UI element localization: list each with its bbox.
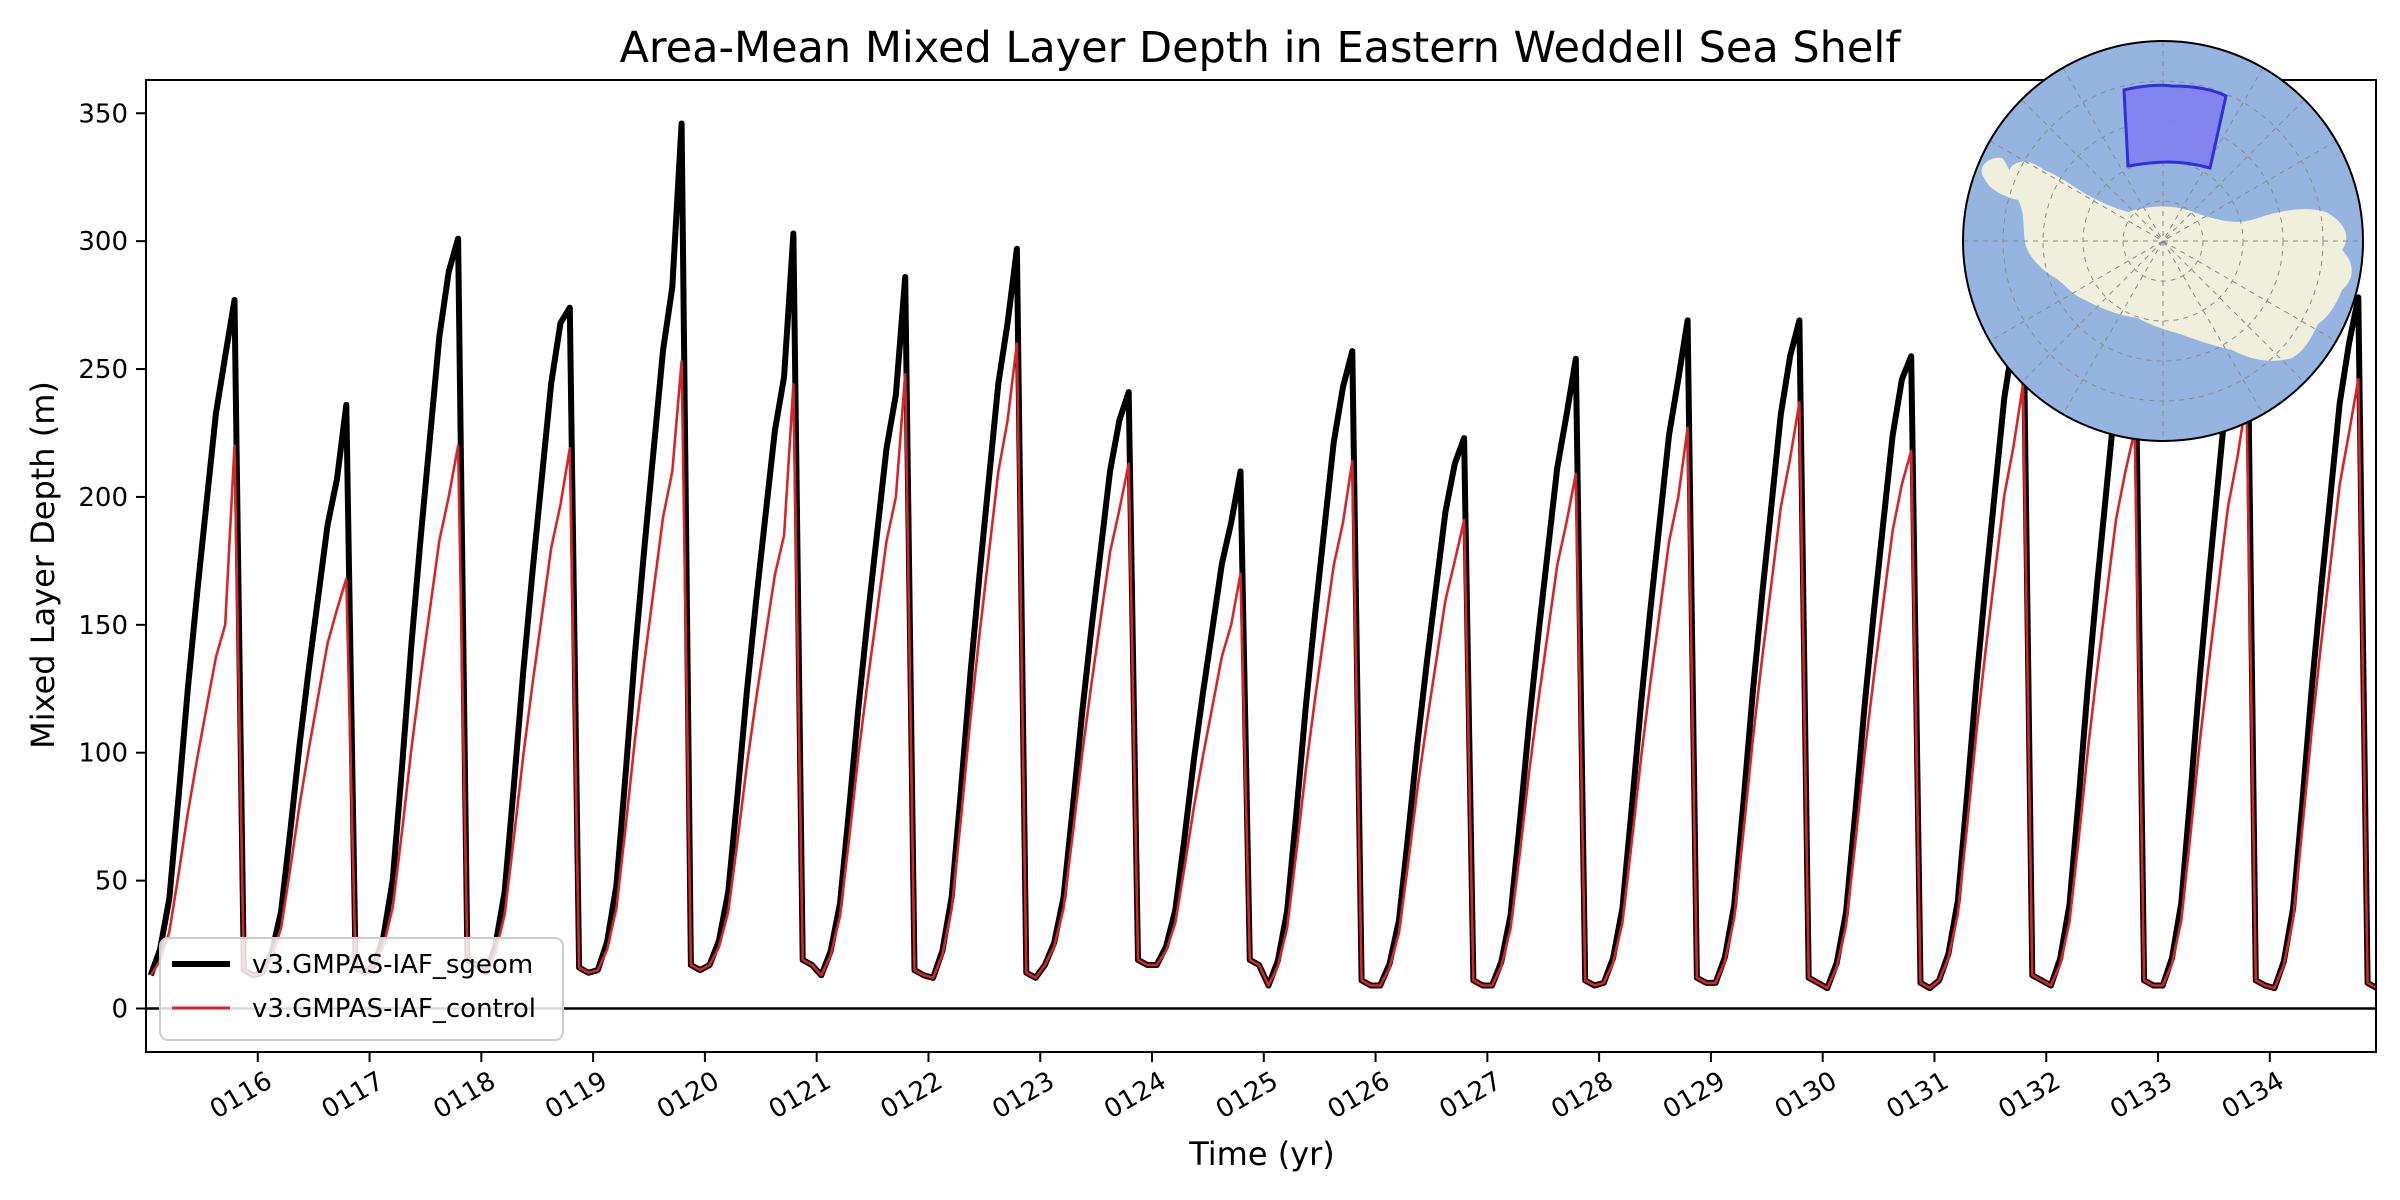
antarctic-peninsula: [1981, 157, 2018, 200]
x-tick-label: 0119: [540, 1066, 612, 1125]
y-axis-label: Mixed Layer Depth (m): [24, 381, 62, 749]
y-tick-label: 200: [78, 483, 128, 513]
y-axis: 0 50 100 150 200 250 300 350: [78, 99, 146, 1025]
y-tick-label: 150: [78, 611, 128, 641]
x-tick-label: 0128: [1546, 1066, 1618, 1125]
x-tick-label: 0131: [1882, 1066, 1954, 1125]
y-tick-label: 300: [78, 227, 128, 257]
plot-area: [145, 79, 2377, 1053]
map-border: [1962, 40, 2364, 442]
x-axis: 0116 0117 0118 0119 0120 0121 0122 0123 0124 0125…: [205, 1052, 2289, 1125]
legend-label-sgeom: v3.GMPAS-IAF_sgeom: [252, 950, 533, 980]
x-tick-label: 0116: [205, 1066, 277, 1125]
legend-label-control: v3.GMPAS-IAF_control: [252, 994, 536, 1024]
antarctica-landmass: [2007, 161, 2352, 361]
x-tick-label: 0120: [652, 1066, 724, 1125]
y-tick-label: 0: [111, 995, 128, 1025]
chart-title: Area-Mean Mixed Layer Depth in Eastern W…: [620, 23, 1902, 73]
x-tick-label: 0132: [1993, 1066, 2065, 1125]
x-tick-label: 0133: [2105, 1066, 2177, 1125]
y-tick-label: 50: [95, 867, 128, 897]
x-tick-label: 0117: [317, 1066, 389, 1125]
weddell-region-highlight: [2122, 83, 2228, 170]
x-tick-label: 0127: [1435, 1066, 1507, 1125]
x-tick-label: 0122: [876, 1066, 948, 1125]
y-tick-label: 350: [78, 99, 128, 129]
x-tick-label: 0123: [987, 1066, 1059, 1125]
x-tick-label: 0124: [1099, 1066, 1171, 1125]
x-axis-label: Time (yr): [1188, 1135, 1335, 1173]
series-line-control: [149, 342, 2376, 990]
plot-frame: [145, 79, 2377, 1053]
y-tick-label: 250: [78, 355, 128, 385]
x-tick-label: 0129: [1658, 1066, 1730, 1125]
legend: v3.GMPAS-IAF_sgeom v3.GMPAS-IAF_control: [159, 937, 564, 1041]
x-tick-label: 0125: [1211, 1066, 1283, 1125]
inset-map-antarctica: [1962, 40, 2364, 442]
x-tick-label: 0118: [429, 1066, 501, 1125]
x-tick-label: 0134: [2217, 1066, 2289, 1125]
map-gridlines: [1963, 41, 2363, 441]
legend-box: [159, 937, 564, 1041]
x-tick-label: 0126: [1323, 1066, 1395, 1125]
x-tick-label: 0121: [764, 1066, 836, 1125]
x-tick-label: 0130: [1770, 1066, 1842, 1125]
y-tick-label: 100: [78, 739, 128, 769]
